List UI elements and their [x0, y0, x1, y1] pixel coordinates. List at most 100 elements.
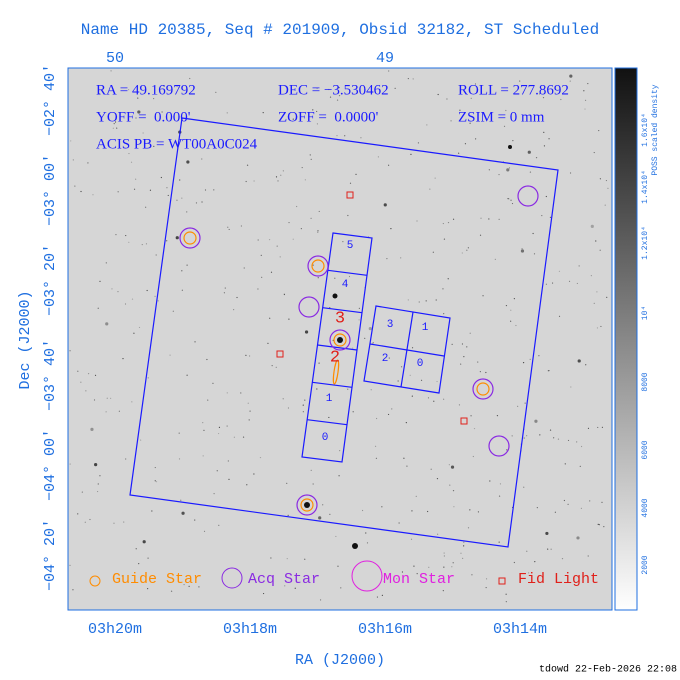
star — [137, 110, 141, 114]
star — [117, 291, 119, 293]
star — [505, 593, 507, 595]
star — [113, 522, 115, 524]
star — [463, 545, 465, 547]
star — [506, 168, 510, 172]
star — [434, 177, 436, 179]
star — [477, 511, 480, 513]
star — [436, 478, 439, 480]
header-field: ZOFF = 0.0000' — [278, 109, 379, 125]
star — [596, 291, 598, 293]
star — [554, 511, 556, 513]
star — [474, 83, 477, 85]
star — [442, 288, 444, 290]
star — [292, 118, 294, 120]
star — [376, 596, 379, 598]
star — [475, 138, 477, 140]
star — [207, 399, 209, 401]
star — [319, 599, 322, 601]
star — [335, 535, 337, 538]
star — [543, 145, 546, 147]
star — [526, 550, 528, 552]
star — [386, 258, 388, 260]
star — [541, 214, 543, 217]
star — [135, 548, 137, 550]
star — [467, 247, 469, 249]
star — [93, 399, 96, 401]
star — [459, 109, 461, 111]
star — [128, 241, 130, 243]
star — [411, 395, 413, 397]
star — [443, 566, 445, 568]
star — [338, 475, 340, 477]
star — [485, 586, 487, 589]
star — [149, 189, 152, 191]
star — [202, 422, 204, 424]
x-tick-label: 03h20m — [88, 621, 142, 638]
star — [213, 189, 215, 191]
star — [381, 594, 383, 597]
star — [494, 258, 496, 260]
star — [342, 241, 344, 243]
star — [286, 558, 288, 560]
star — [153, 145, 155, 147]
star — [482, 295, 484, 297]
star — [570, 386, 572, 388]
star — [154, 295, 156, 297]
star — [569, 74, 573, 78]
star — [302, 404, 304, 406]
star — [130, 161, 133, 163]
star — [233, 309, 235, 311]
star — [480, 217, 482, 219]
chip-edge — [322, 307, 363, 314]
star — [334, 115, 337, 117]
star — [536, 507, 538, 509]
star — [418, 301, 420, 303]
star — [141, 243, 143, 246]
star — [121, 575, 123, 577]
star — [336, 99, 339, 101]
star — [598, 129, 600, 132]
acq-stars — [179, 185, 539, 516]
star — [80, 190, 82, 193]
star — [361, 509, 364, 512]
star — [99, 93, 101, 95]
star — [154, 466, 156, 469]
star — [348, 275, 351, 278]
star — [513, 298, 515, 300]
star — [377, 156, 379, 158]
star — [461, 252, 463, 254]
star — [443, 552, 445, 554]
star — [282, 398, 284, 400]
star — [301, 166, 303, 169]
star — [123, 521, 125, 523]
star — [589, 500, 591, 502]
star — [597, 426, 599, 429]
star — [390, 228, 392, 230]
star — [131, 401, 133, 403]
star — [461, 343, 464, 345]
star — [179, 179, 181, 181]
star — [545, 531, 549, 536]
chip-edge — [369, 343, 445, 357]
star — [543, 131, 545, 133]
star — [347, 214, 349, 217]
star — [568, 280, 571, 283]
star — [246, 484, 248, 486]
star — [498, 495, 501, 497]
star — [458, 404, 461, 406]
star — [567, 439, 570, 442]
legend-entry: Fid Light — [518, 571, 599, 588]
star — [260, 254, 262, 257]
header-field: YOFF = 0.000' — [96, 109, 191, 125]
star — [403, 457, 405, 459]
star — [275, 366, 277, 368]
star — [383, 581, 385, 583]
star — [598, 524, 600, 526]
chip-label: 2 — [382, 353, 389, 365]
star — [117, 191, 119, 193]
colorbar — [614, 67, 638, 611]
star — [115, 234, 117, 236]
star — [400, 366, 403, 368]
x-axis-label: RA (J2000) — [295, 652, 385, 669]
star — [505, 304, 508, 307]
